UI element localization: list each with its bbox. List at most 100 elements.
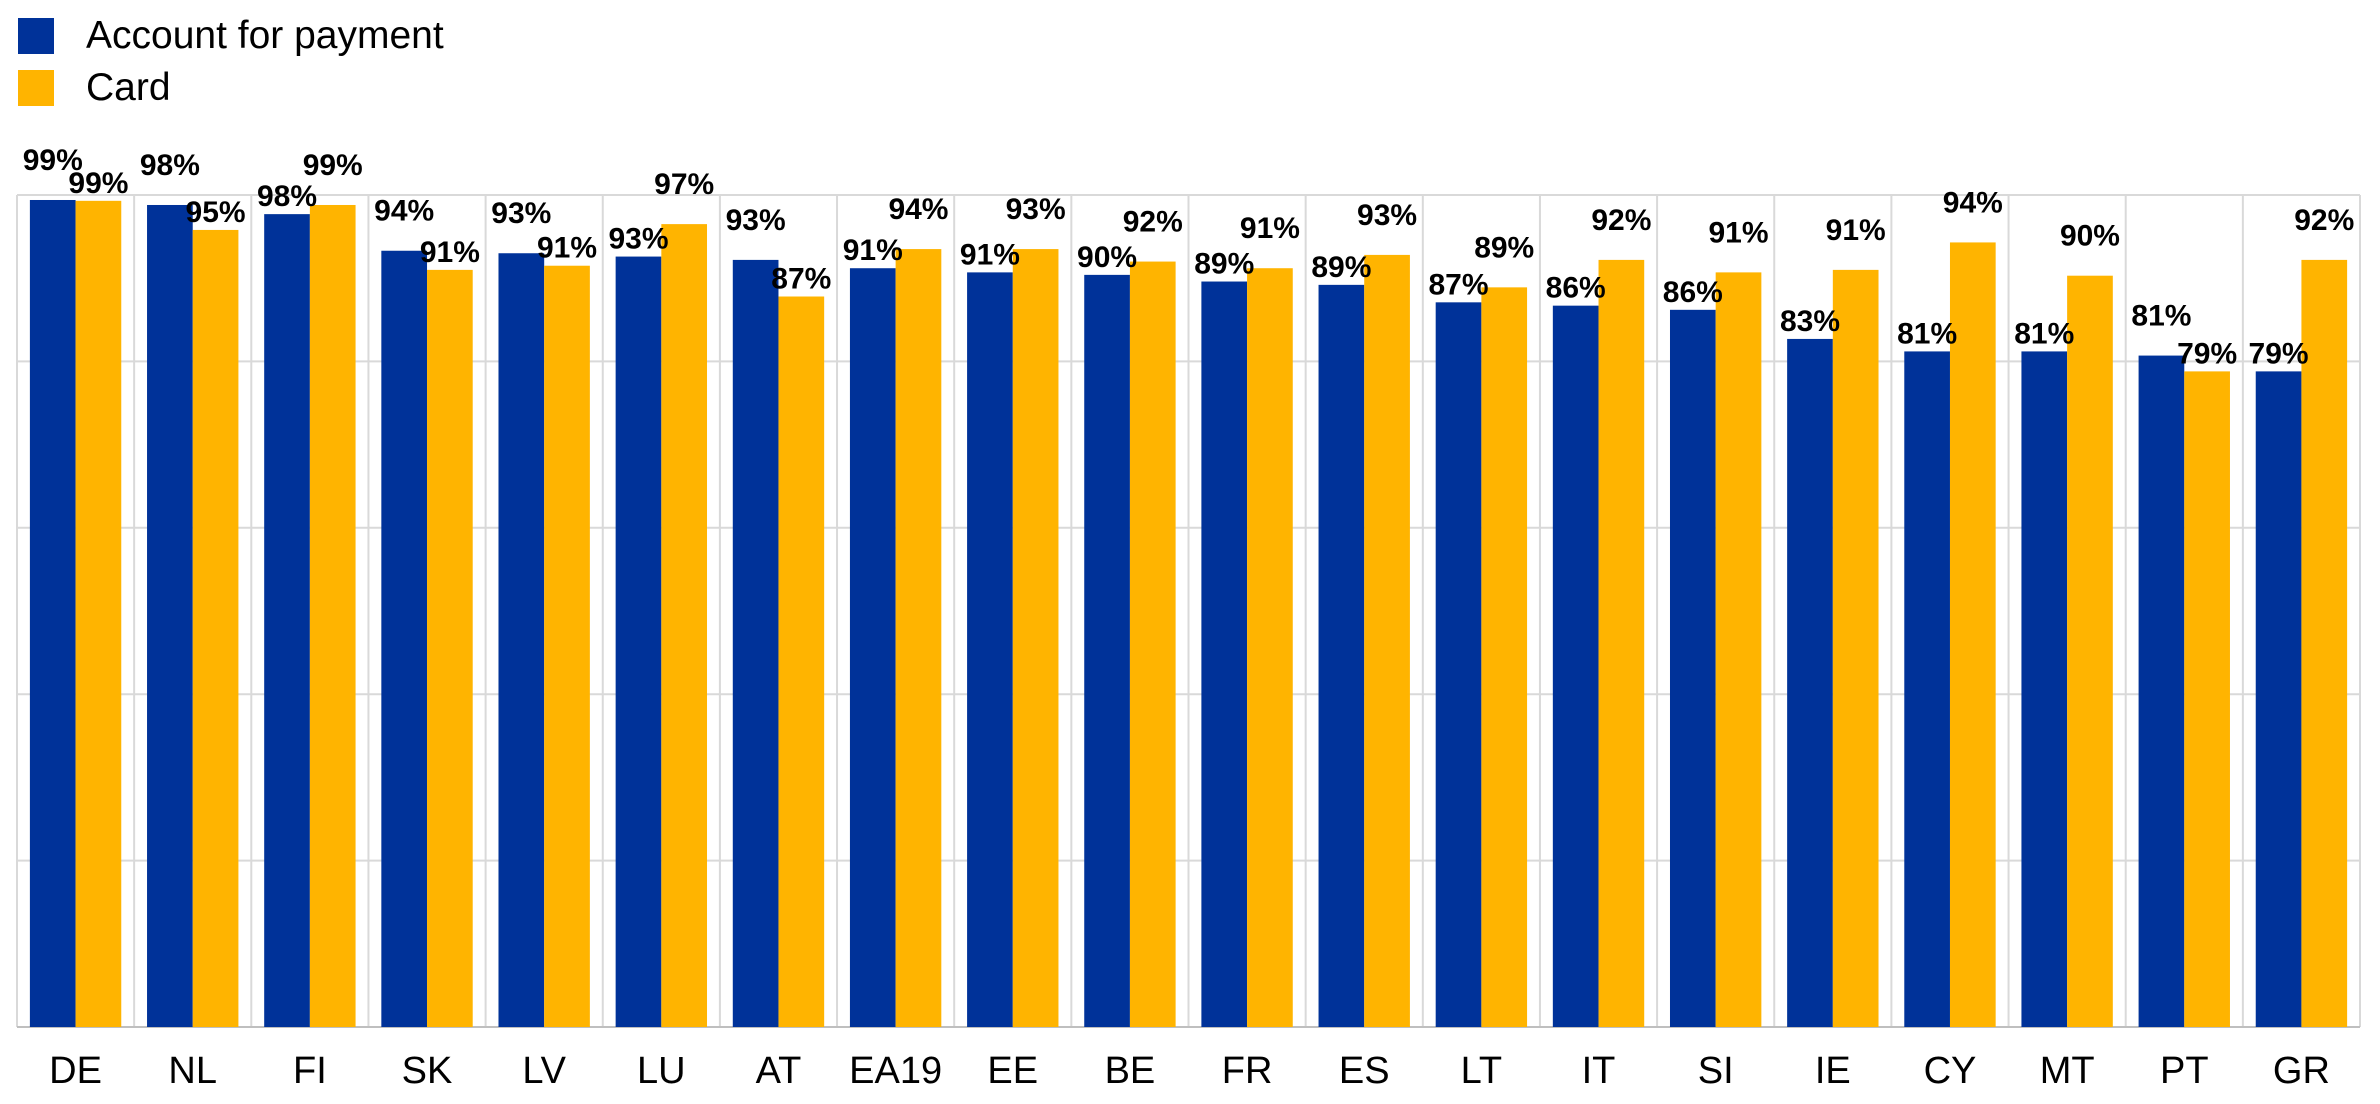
category-label-fr: FR (1222, 1050, 1273, 1092)
category-label-at: AT (756, 1050, 802, 1092)
category-label-it: IT (1582, 1050, 1616, 1092)
value-label-account-lu: 93% (608, 223, 668, 256)
category-label-si: SI (1698, 1050, 1734, 1092)
bar-card-be (1129, 261, 1176, 1027)
value-label-card-mt: 90% (2060, 220, 2120, 253)
value-label-card-fi: 99% (303, 149, 363, 182)
value-label-account-be: 90% (1077, 241, 1137, 274)
value-label-card-cy: 94% (1943, 186, 2003, 219)
bar-card-ee (1012, 249, 1059, 1027)
bar-card-fr (1247, 268, 1293, 1027)
legend-label-account: Account for payment (86, 14, 444, 57)
category-label-be: BE (1105, 1050, 1156, 1092)
value-label-account-gr: 79% (2249, 337, 2309, 370)
category-label-de: DE (49, 1050, 102, 1092)
value-label-card-si: 91% (1708, 216, 1768, 249)
value-label-card-nl: 95% (186, 196, 246, 229)
value-label-account-fi: 98% (257, 180, 317, 213)
bar-account-lu (615, 256, 662, 1027)
category-label-ie: IE (1815, 1050, 1851, 1092)
bar-account-ie (1787, 338, 1833, 1027)
category-label-sk: SK (402, 1050, 453, 1092)
bar-card-it (1598, 259, 1645, 1027)
value-labels: 99%99%98%95% 98%99%94%91%93%91% 93%97%93%8… (23, 144, 2355, 370)
category-label-lu: LU (637, 1050, 686, 1092)
value-label-account-cy: 81% (1897, 317, 1957, 350)
legend-item-card: Card (18, 62, 444, 114)
category-label-es: ES (1339, 1050, 1390, 1092)
value-label-card-lu: 97% (654, 168, 714, 201)
bar-account-fi (264, 214, 310, 1028)
value-label-card-ee: 93% (1006, 193, 1066, 226)
bar-account-fr (1201, 281, 1248, 1027)
legend-swatch-card (18, 70, 54, 106)
bar-card-cy (1949, 242, 1996, 1027)
bar-card-lt (1481, 287, 1528, 1027)
bar-account-pt (2138, 355, 2185, 1027)
bar-card-ea19 (895, 249, 942, 1027)
value-label-card-gr: 92% (2294, 204, 2354, 237)
bar-account-lt (1435, 302, 1482, 1027)
bar-card-sk (427, 269, 473, 1027)
bar-card-mt (2067, 275, 2113, 1028)
value-label-card-it: 92% (1591, 204, 1651, 237)
value-label-account-si: 86% (1663, 276, 1723, 309)
bar-account-gr (2255, 371, 2302, 1027)
value-label-card-de: 99% (68, 167, 128, 200)
legend-item-account: Account for payment (18, 10, 444, 62)
value-label-account-ea19: 91% (843, 234, 903, 267)
value-label-account-ee: 91% (960, 238, 1020, 271)
category-label-gr: GR (2273, 1050, 2330, 1092)
value-label-card-lt: 89% (1474, 231, 1534, 264)
category-label-nl: NL (168, 1050, 217, 1092)
value-label-card-fr: 91% (1240, 212, 1300, 245)
value-label-account-es: 89% (1311, 251, 1371, 284)
bar-card-de (75, 200, 122, 1028)
bar-card-gr (2301, 259, 2348, 1027)
value-label-card-pt: 79% (2177, 337, 2237, 370)
category-label-pt: PT (2160, 1050, 2209, 1092)
bar-account-de (29, 199, 76, 1027)
bar-account-ee (967, 272, 1013, 1028)
bar-card-ie (1832, 269, 1879, 1027)
bar-card-at (778, 296, 825, 1027)
bars (29, 199, 2348, 1028)
value-label-card-be: 92% (1123, 206, 1183, 239)
value-label-card-es: 93% (1357, 199, 1417, 232)
bar-account-sk (381, 250, 428, 1027)
bar-account-nl (147, 204, 193, 1027)
value-label-account-lv: 93% (491, 197, 551, 230)
value-label-account-pt: 81% (2131, 300, 2191, 333)
category-label-fi: FI (293, 1050, 327, 1092)
value-label-card-ea19: 94% (888, 193, 948, 226)
legend-swatch-account (18, 18, 54, 54)
value-label-account-at: 93% (726, 204, 786, 237)
legend-label-card: Card (86, 66, 171, 109)
bar-account-at (732, 259, 779, 1027)
value-label-account-it: 86% (1546, 272, 1606, 305)
value-label-card-lv: 91% (537, 232, 597, 265)
bar-account-es (1318, 284, 1365, 1028)
bar-account-cy (1904, 351, 1950, 1027)
category-label-ee: EE (987, 1050, 1038, 1092)
value-label-account-nl: 98% (140, 149, 200, 182)
value-label-card-sk: 91% (420, 236, 480, 269)
bar-account-ea19 (849, 268, 896, 1027)
grid-lines (16, 194, 2361, 1028)
category-label-mt: MT (2040, 1050, 2095, 1092)
value-label-account-sk: 94% (374, 195, 434, 228)
bar-account-be (1084, 274, 1130, 1027)
value-label-account-fr: 89% (1194, 248, 1254, 281)
bar-account-lv (498, 253, 545, 1028)
bar-card-es (1364, 254, 1410, 1028)
value-label-account-ie: 83% (1780, 305, 1840, 338)
bar-card-pt (2184, 371, 2230, 1027)
category-label-lt: LT (1461, 1050, 1503, 1092)
bar-card-fi (309, 204, 356, 1027)
category-label-cy: CY (1924, 1050, 1977, 1092)
category-label-ea19: EA19 (849, 1050, 942, 1092)
bar-account-si (1669, 309, 1716, 1027)
bar-card-lu (661, 224, 708, 1027)
value-label-account-lt: 87% (1429, 268, 1489, 301)
